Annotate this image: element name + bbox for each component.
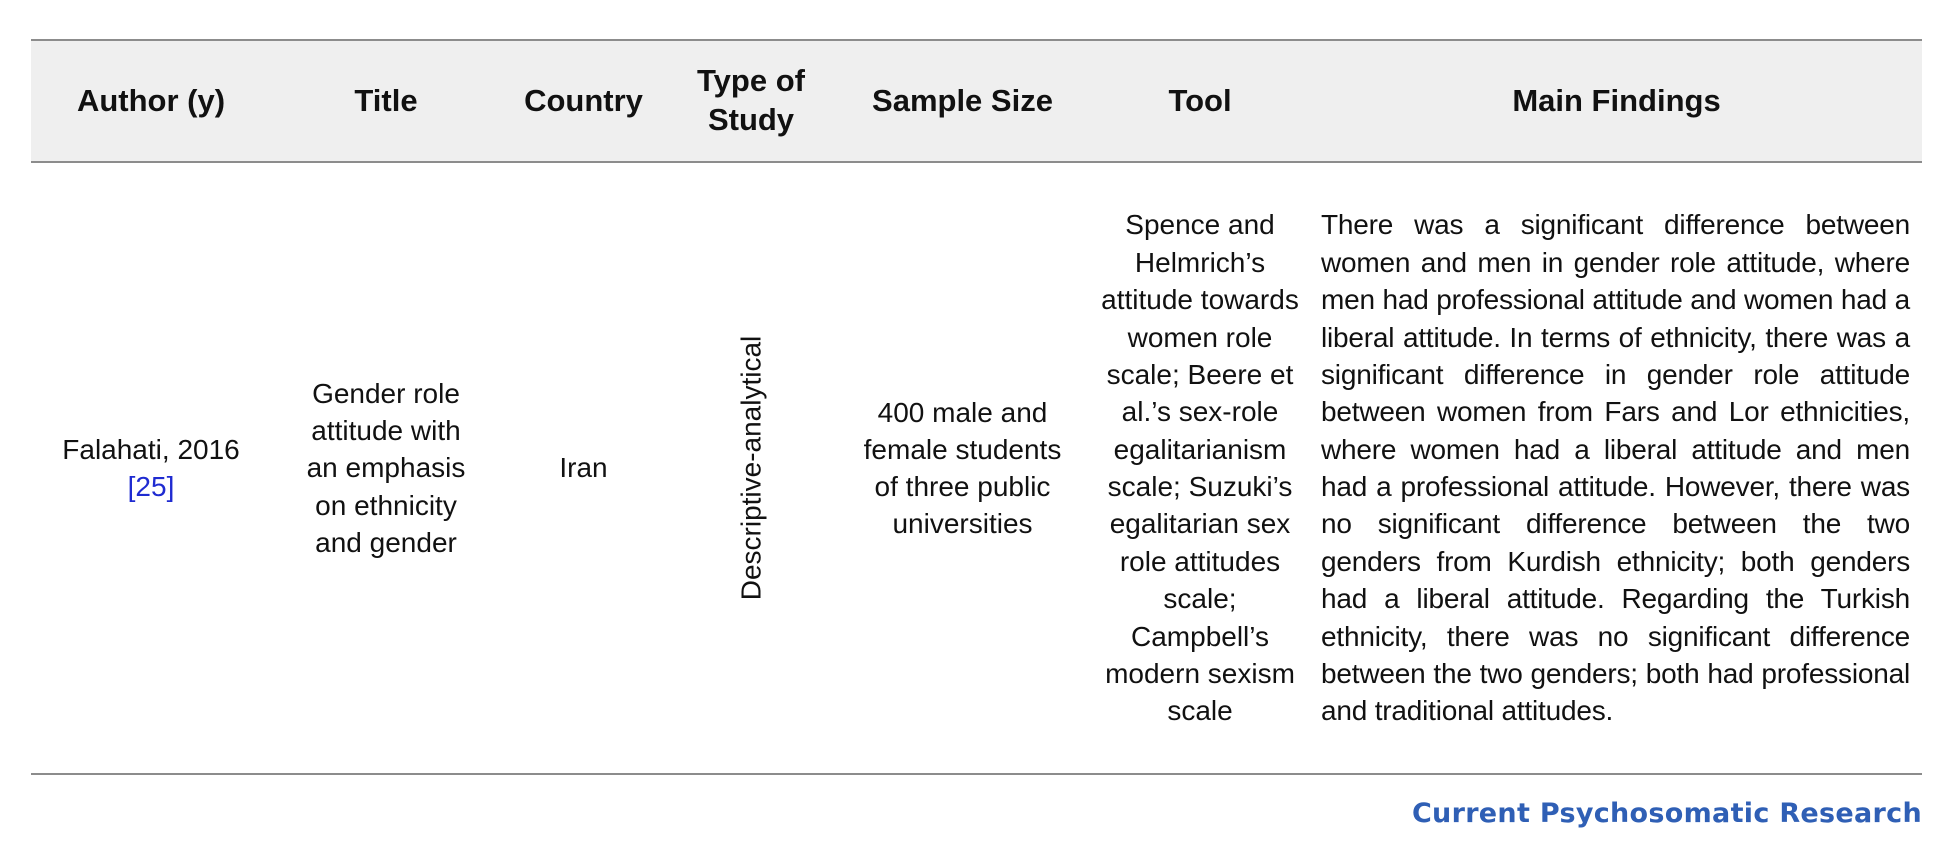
table-header-row: Author (y) Title Country Type of Study S… — [31, 39, 1922, 163]
column-header-sample-size: Sample Size — [836, 39, 1089, 163]
reference-link[interactable]: [25] — [127, 471, 175, 502]
column-header-title: Title — [271, 39, 501, 163]
title-cell: Gender role attitude with an emphasis on… — [271, 162, 501, 775]
column-header-type-of-study: Type of Study — [666, 39, 836, 163]
column-header-country: Country — [501, 39, 666, 163]
column-header-author: Author (y) — [31, 39, 271, 163]
country-cell: Iran — [501, 162, 666, 775]
sample-size-cell: 400 male and female students of three pu… — [836, 162, 1089, 775]
author-cell: Falahati, 2016 [25] — [31, 162, 271, 775]
study-type-text: Descriptive-analytical — [735, 335, 767, 601]
study-type-cell: Descriptive-analytical — [666, 162, 836, 775]
column-header-tool: Tool — [1089, 39, 1311, 163]
table-row: Falahati, 2016 [25] Gender role attitude… — [31, 162, 1922, 775]
author-text: Falahati, 2016 — [62, 433, 240, 465]
tool-cell: Spence and Helmrich’s attitude towards w… — [1089, 162, 1311, 775]
column-header-main-findings: Main Findings — [1311, 39, 1922, 163]
main-findings-cell: There was a significant difference betwe… — [1311, 162, 1922, 775]
literature-table-container: Author (y) Title Country Type of Study S… — [31, 39, 1922, 775]
journal-logo: Current Psychosomatic Research — [1411, 798, 1922, 829]
literature-table: Author (y) Title Country Type of Study S… — [31, 39, 1922, 775]
